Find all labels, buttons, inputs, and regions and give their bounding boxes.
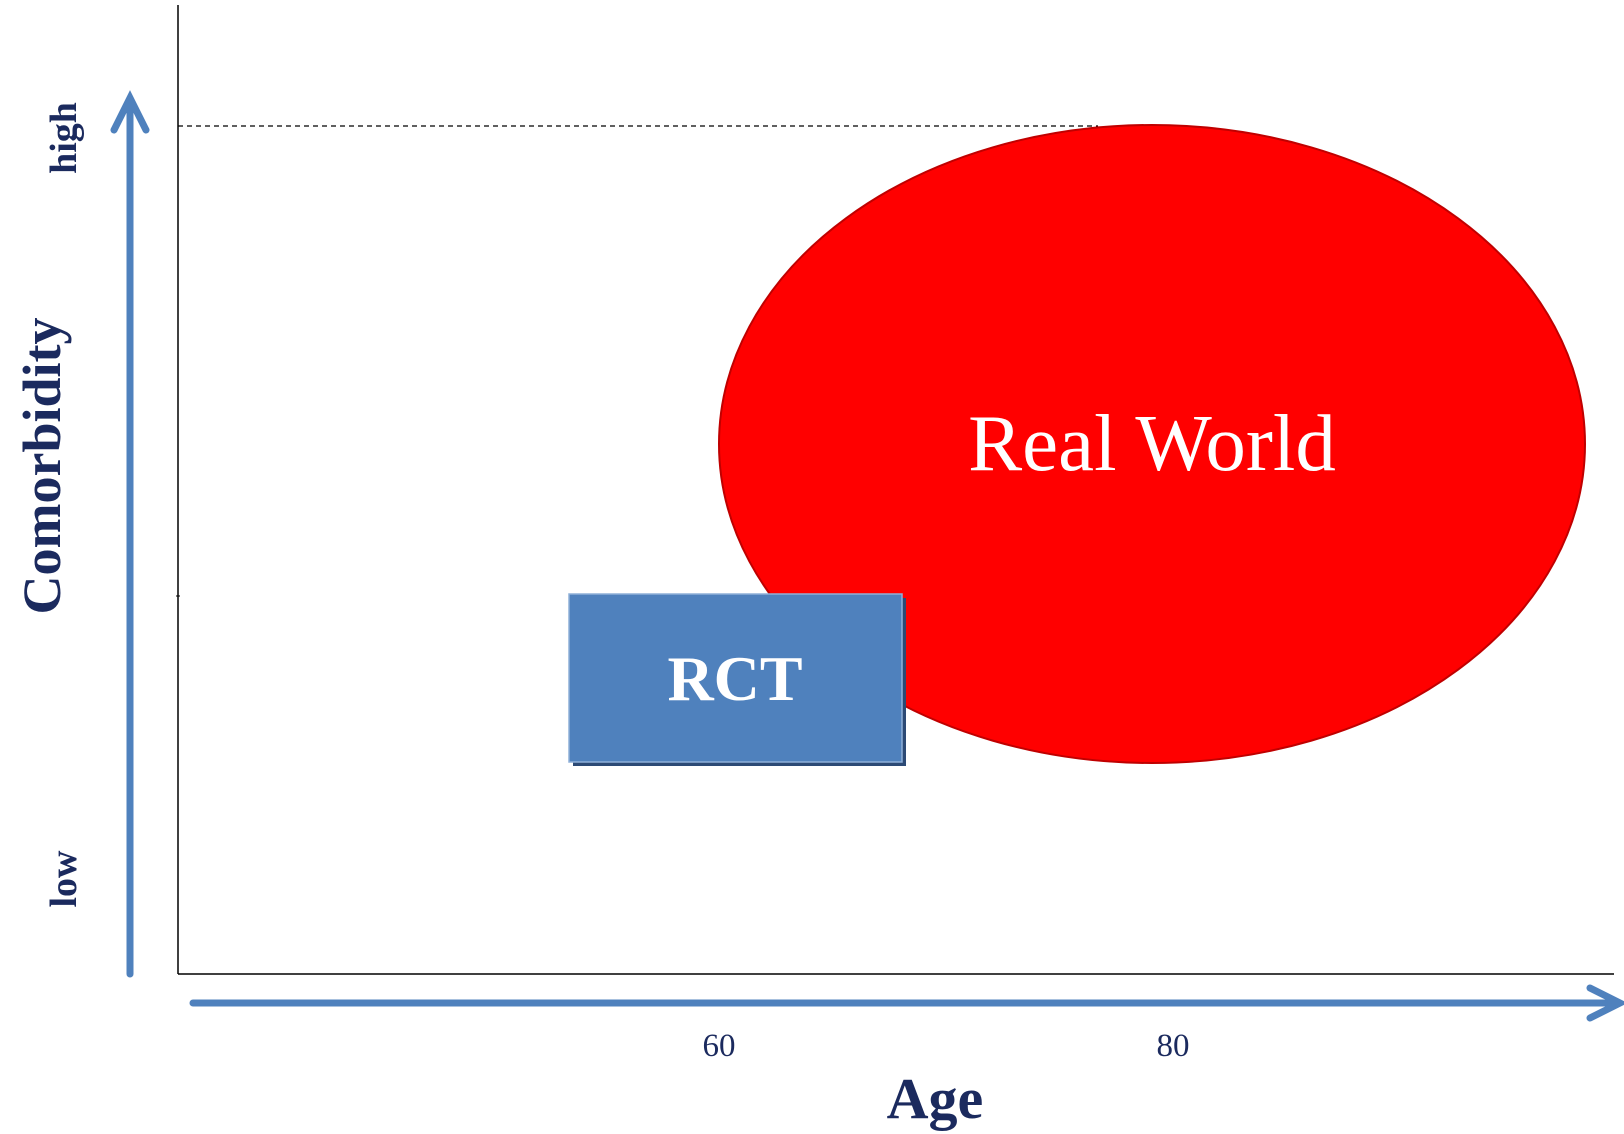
y-high-label: high	[43, 102, 85, 174]
real-world-label: Real World	[968, 398, 1336, 488]
real-world-ellipse	[718, 124, 1586, 764]
rct-label: RCT	[667, 643, 802, 714]
y-axis-title: Comorbidity	[12, 318, 72, 615]
x-tick-label: 60	[703, 1028, 736, 1064]
x-axis-title: Age	[887, 1066, 984, 1131]
y-low-label: low	[43, 850, 85, 908]
x-arrow	[189, 984, 1624, 1022]
rct-box	[568, 593, 903, 763]
x-tick-label: 80	[1157, 1028, 1190, 1064]
y-arrow	[110, 90, 150, 978]
